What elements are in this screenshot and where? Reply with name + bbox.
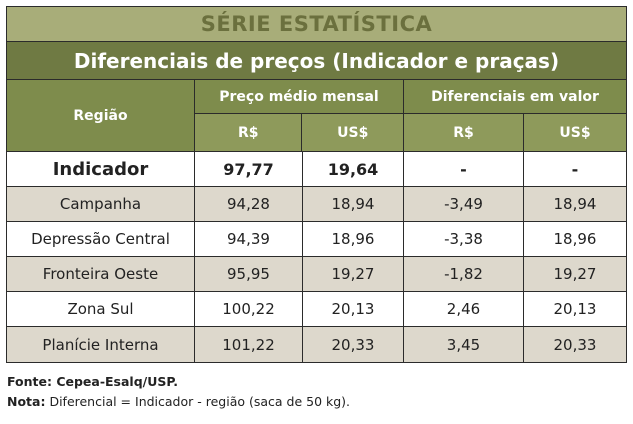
table-row: Planície Interna 101,22 20,33 3,45 20,33 [7,327,626,362]
cell-regiao: Campanha [7,187,195,221]
cell-preco-us: 18,94 [303,187,404,221]
table-row: Indicador 97,77 19,64 - - [7,152,626,187]
cell-regiao: Zona Sul [7,292,195,326]
table-row: Fronteira Oeste 95,95 19,27 -1,82 19,27 [7,257,626,292]
cell-regiao: Indicador [7,152,195,186]
header-group-preco: Preço médio mensal R$ US$ [195,80,404,151]
header-dif-rs: R$ [404,114,524,151]
header-diferenciais: Diferenciais em valor [404,80,626,114]
cell-dif-us: 18,94 [553,195,597,213]
cell-dif-rs: -3,49 [404,187,524,221]
header-preco-rs: R$ [195,114,303,151]
cell-preco-us: 18,96 [303,222,404,256]
price-table: SÉRIE ESTATÍSTICA Diferenciais de preços… [6,6,627,363]
cell-regiao: Fronteira Oeste [7,257,195,291]
table-subtitle: Diferenciais de preços (Indicador e praç… [7,42,626,80]
header-preco-us: US$ [302,114,403,151]
table-footer: Fonte: Cepea-Esalq/USP. Nota: Diferencia… [7,372,350,412]
cell-dif-rs: 3,45 [404,327,524,362]
cell-dif-us: 20,33 [553,335,597,354]
table-row: Depressão Central 94,39 18,96 -3,38 18,9… [7,222,626,257]
header-regiao: Região [7,80,195,151]
cell-preco-us: 19,64 [303,152,404,186]
cell-preco-us: 19,27 [303,257,404,291]
source-note: Fonte: Cepea-Esalq/USP. [7,374,179,389]
cell-preco-rs: 95,95 [195,257,303,291]
cell-preco-rs: 94,28 [195,187,303,221]
table-row: Zona Sul 100,22 20,13 2,46 20,13 [7,292,626,327]
cell-dif-rs: -3,38 [404,222,524,256]
header-dif-us: US$ [524,114,626,151]
note-line: Nota: Diferencial = Indicador - região (… [7,392,350,412]
cell-preco-rs: 101,22 [195,327,303,362]
table-row: Campanha 94,28 18,94 -3,49 18,94 [7,187,626,222]
cell-dif-rs: 2,46 [404,292,524,326]
header-group-diferenciais: Diferenciais em valor R$ US$ [404,80,626,151]
note-text: Diferencial = Indicador - região (saca d… [45,394,351,409]
cell-preco-us: 20,13 [303,292,404,326]
header-preco-medio: Preço médio mensal [195,80,403,114]
cell-preco-us: 20,33 [303,327,404,362]
cell-dif-us: 20,13 [553,300,597,318]
cell-dif-rs: - [404,152,524,186]
cell-preco-rs: 94,39 [195,222,303,256]
cell-dif-us: - [571,159,579,179]
cell-regiao: Depressão Central [7,222,195,256]
cell-dif-us: 19,27 [553,265,597,283]
cell-preco-rs: 97,77 [195,152,303,186]
table-header: Região Preço médio mensal R$ US$ Diferen… [7,80,626,152]
cell-dif-us: 18,96 [553,230,597,248]
table-title: SÉRIE ESTATÍSTICA [7,7,626,42]
note-label: Nota: [7,394,46,409]
cell-dif-rs: -1,82 [404,257,524,291]
cell-regiao: Planície Interna [7,327,195,362]
cell-preco-rs: 100,22 [195,292,303,326]
